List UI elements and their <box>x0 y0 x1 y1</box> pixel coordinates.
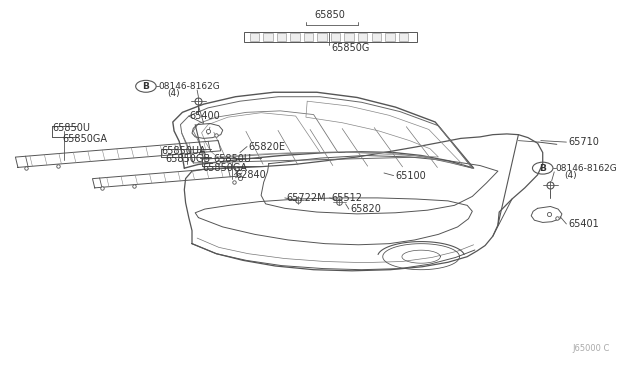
Bar <box>358 33 367 41</box>
Text: 65850GA: 65850GA <box>63 135 108 144</box>
Text: 08146-8162G: 08146-8162G <box>556 164 617 173</box>
Bar <box>371 33 381 41</box>
Text: 65850GB: 65850GB <box>165 154 211 164</box>
Text: 65100: 65100 <box>396 171 426 180</box>
Text: 65820E: 65820E <box>248 142 285 151</box>
Bar <box>250 33 259 41</box>
Text: 65850: 65850 <box>314 10 345 20</box>
Bar <box>263 33 273 41</box>
Bar <box>399 33 408 41</box>
Text: 65850UA: 65850UA <box>161 146 206 155</box>
Text: J65000 C: J65000 C <box>573 344 610 353</box>
Text: (4): (4) <box>168 89 180 98</box>
Bar <box>344 33 354 41</box>
Text: 65710: 65710 <box>568 137 599 147</box>
Bar <box>244 32 417 42</box>
Text: 08146-8162G: 08146-8162G <box>159 82 220 91</box>
Text: 65512: 65512 <box>332 193 362 203</box>
Text: 65850GA: 65850GA <box>202 163 247 173</box>
Bar <box>317 33 327 41</box>
Bar <box>304 33 313 41</box>
Text: 65722M: 65722M <box>287 193 326 203</box>
Bar <box>331 33 340 41</box>
Text: 65850G: 65850G <box>332 44 370 53</box>
Bar <box>276 33 286 41</box>
Bar <box>385 33 394 41</box>
Text: 65400: 65400 <box>189 111 220 121</box>
Text: B: B <box>540 164 546 173</box>
Text: 65850U: 65850U <box>52 124 90 133</box>
Text: 65820: 65820 <box>351 204 381 214</box>
Text: 62840: 62840 <box>236 170 266 180</box>
Text: 65850U: 65850U <box>214 154 252 164</box>
Bar <box>291 33 300 41</box>
Text: 65401: 65401 <box>568 219 599 229</box>
Text: (4): (4) <box>564 171 577 180</box>
Text: B: B <box>143 82 149 91</box>
